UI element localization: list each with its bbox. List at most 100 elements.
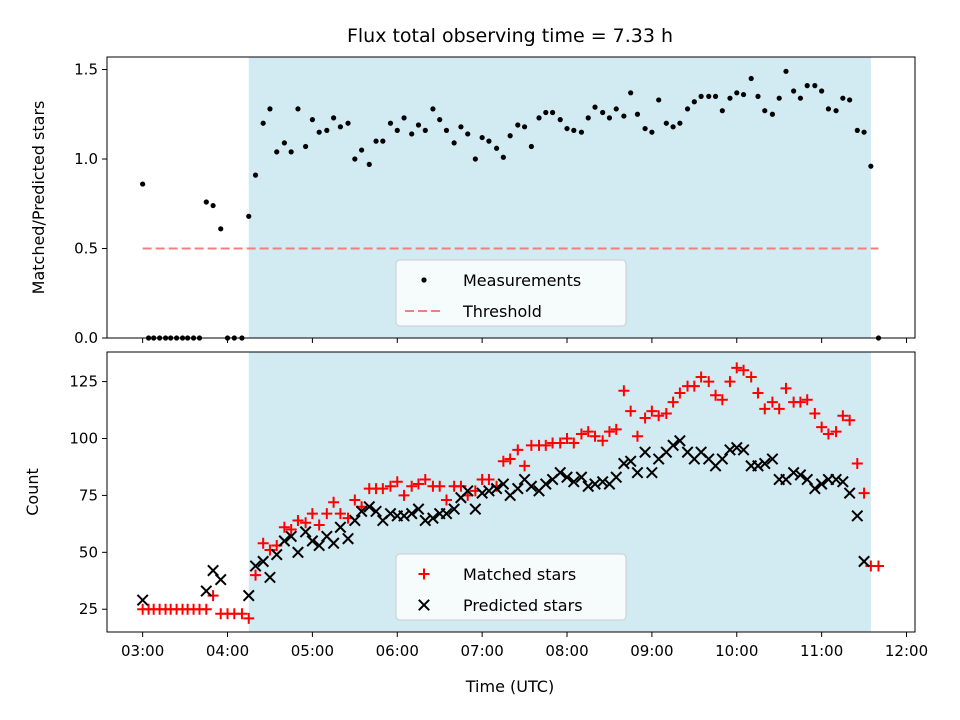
data-point [710,389,722,401]
data-point [136,594,149,607]
legend-box [395,553,627,621]
data-point [434,480,446,492]
data-point [645,466,658,479]
y-axis-label: Count [23,468,42,516]
y-tick-label: 0.5 [74,240,98,258]
data-point [737,443,750,456]
data-point [738,364,750,376]
data-point [309,117,315,123]
data-point [825,106,832,112]
data-point [592,104,598,110]
data-point [366,161,372,167]
data-point [490,482,503,495]
data-point [670,124,676,130]
data-point [816,421,828,433]
y-tick-label: 1.5 [74,61,98,79]
data-point [515,122,521,128]
data-point [419,473,431,485]
legend: Measurements Threshold [395,259,627,327]
data-point [703,376,715,388]
x-tick-label: 09:00 [630,642,673,660]
data-point [210,202,216,209]
data-point [543,109,549,116]
data-point [250,569,262,581]
data-point [419,514,432,527]
x-tick-label: 07:00 [461,642,504,660]
data-point [292,514,304,526]
data-point [384,480,396,492]
data-point [667,396,679,408]
data-point [568,437,580,449]
data-point [306,508,318,520]
legend-entry: Predicted stars [463,596,583,615]
data-point [758,457,771,470]
data-point [398,489,410,501]
data-point [497,455,509,467]
y-tick-label: 100 [69,430,98,448]
data-point [724,443,736,456]
data-point [257,555,270,568]
data-point [815,478,828,490]
data-point [724,376,736,388]
data-point [851,458,863,470]
data-point [674,387,686,399]
data-point [355,505,368,518]
x-tick-label: 11:00 [800,642,843,660]
data-point [688,380,700,392]
data-point [264,571,276,584]
data-point [673,434,686,447]
data-point [745,371,757,383]
data-point [639,446,652,459]
y-tick-label: 0.0 [74,329,98,347]
data-point [327,537,340,550]
data-point [264,544,276,556]
data-point [822,428,834,440]
data-point [288,149,294,155]
x-tick-label: 08:00 [545,642,588,660]
data-point [684,106,691,112]
data-point [656,97,662,103]
data-point [486,138,492,144]
data-point [203,199,209,205]
data-point [394,127,400,133]
data-point [642,125,648,132]
data-point [561,433,573,445]
data-point [851,509,864,522]
data-point [794,469,807,481]
y-tick-label: 75 [79,486,98,504]
data-point [861,129,867,135]
data-point [787,466,800,479]
data-point [214,573,227,586]
data-point [511,482,524,495]
data-point [653,410,665,422]
data-point [455,480,467,492]
data-point [731,362,743,374]
data-point [582,480,595,493]
data-point [334,508,346,520]
data-point [479,134,485,141]
data-point [448,503,461,515]
chart-title: Flux total observing time = 7.33 h [347,25,673,47]
data-point [783,68,789,74]
data-point [837,410,849,422]
data-point [504,453,516,465]
data-point [575,471,588,484]
y-axis-label: Matched/Predicted stars [29,101,48,295]
data-point [858,555,870,568]
data-point [854,127,860,133]
x-tick-label: 12:00 [885,642,928,660]
data-point [571,127,577,133]
data-point [716,453,729,465]
data-point [242,589,255,602]
series-predicted-stars [136,434,870,607]
data-point [564,125,570,132]
data-point [554,466,567,479]
data-point [769,111,776,117]
plot-frame [106,351,916,633]
data-point [334,521,347,534]
data-point [278,535,291,547]
data-point [613,106,619,112]
data-point [243,612,255,624]
plot-frame [106,56,916,339]
data-point [797,95,804,101]
